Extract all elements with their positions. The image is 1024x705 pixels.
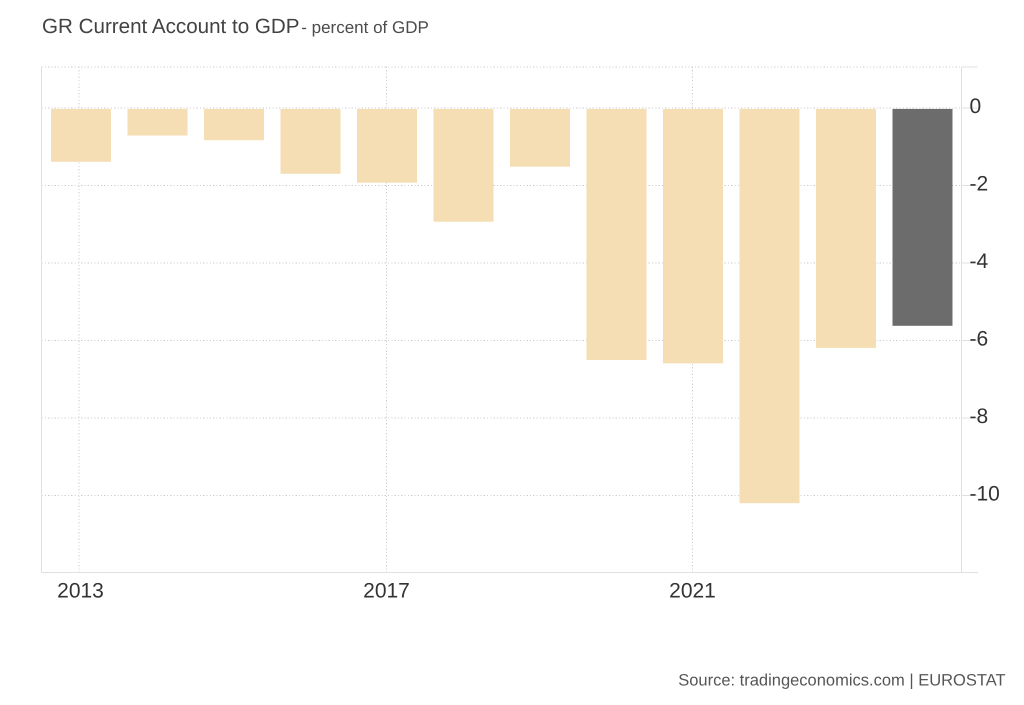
svg-text:GR Current Account to GDP - pe: GR Current Account to GDP - percent of G…	[42, 15, 429, 38]
svg-text:2017: 2017	[363, 579, 410, 602]
svg-text:-4: -4	[970, 250, 989, 273]
svg-text:2013: 2013	[57, 579, 104, 602]
svg-text:0: 0	[970, 95, 982, 118]
svg-text:Source: tradingeconomics.com |: Source: tradingeconomics.com | EUROSTAT	[678, 671, 1005, 689]
svg-text:-10: -10	[970, 483, 1000, 506]
svg-text:-8: -8	[970, 405, 989, 428]
svg-text:-2: -2	[970, 172, 989, 195]
svg-text:2021: 2021	[669, 579, 716, 602]
svg-text:-6: -6	[970, 328, 989, 351]
